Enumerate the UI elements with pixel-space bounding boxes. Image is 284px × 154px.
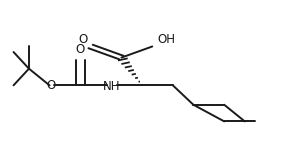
- Text: NH: NH: [103, 80, 120, 93]
- Text: O: O: [46, 79, 55, 92]
- Text: O: O: [78, 33, 87, 46]
- Text: OH: OH: [157, 33, 176, 46]
- Text: O: O: [76, 43, 85, 56]
